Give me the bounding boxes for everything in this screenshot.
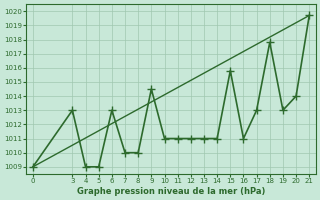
X-axis label: Graphe pression niveau de la mer (hPa): Graphe pression niveau de la mer (hPa) <box>77 187 265 196</box>
